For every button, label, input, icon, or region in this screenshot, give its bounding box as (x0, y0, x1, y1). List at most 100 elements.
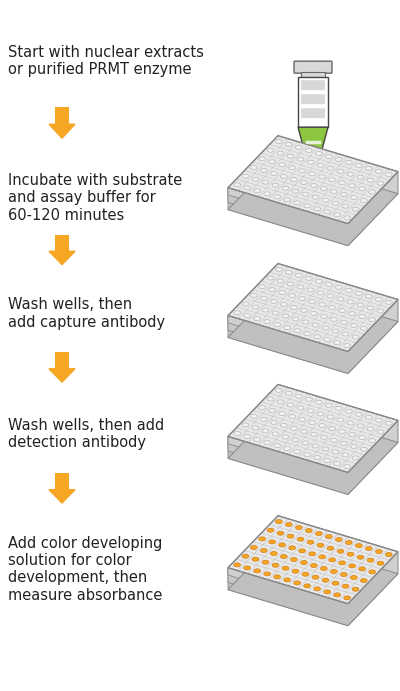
Polygon shape (49, 124, 75, 138)
Ellipse shape (262, 429, 269, 433)
Ellipse shape (347, 172, 354, 176)
Ellipse shape (334, 213, 340, 217)
Ellipse shape (329, 558, 336, 562)
Ellipse shape (290, 558, 297, 562)
Ellipse shape (309, 300, 316, 303)
Ellipse shape (287, 282, 294, 286)
Ellipse shape (386, 301, 392, 304)
Ellipse shape (376, 169, 382, 173)
Ellipse shape (359, 187, 366, 191)
Ellipse shape (344, 216, 350, 220)
Ellipse shape (367, 427, 374, 431)
Polygon shape (228, 384, 398, 473)
Ellipse shape (310, 312, 317, 315)
Ellipse shape (267, 397, 274, 401)
Polygon shape (228, 135, 398, 224)
Polygon shape (228, 188, 348, 231)
Ellipse shape (342, 204, 349, 208)
Ellipse shape (346, 288, 352, 292)
Text: Start with nuclear extracts
or purified PRMT enzyme: Start with nuclear extracts or purified … (8, 45, 204, 77)
Ellipse shape (262, 560, 269, 565)
Ellipse shape (350, 444, 357, 448)
Ellipse shape (262, 308, 269, 312)
Ellipse shape (352, 207, 359, 211)
Ellipse shape (307, 288, 314, 292)
Ellipse shape (282, 186, 289, 190)
Polygon shape (228, 285, 398, 374)
Ellipse shape (304, 453, 310, 457)
Ellipse shape (296, 526, 302, 529)
Ellipse shape (244, 435, 250, 439)
Ellipse shape (327, 546, 334, 550)
Ellipse shape (294, 450, 300, 453)
Ellipse shape (344, 464, 350, 468)
Ellipse shape (376, 549, 382, 553)
Ellipse shape (320, 435, 327, 439)
Ellipse shape (386, 422, 392, 425)
Ellipse shape (316, 400, 322, 404)
Ellipse shape (346, 160, 352, 164)
Ellipse shape (270, 299, 277, 303)
Ellipse shape (286, 270, 292, 274)
Ellipse shape (369, 318, 376, 322)
Ellipse shape (314, 207, 320, 211)
Ellipse shape (322, 578, 329, 583)
Ellipse shape (352, 456, 359, 460)
Ellipse shape (272, 311, 279, 315)
Ellipse shape (259, 406, 266, 410)
Ellipse shape (357, 303, 364, 307)
Ellipse shape (320, 567, 327, 571)
Ellipse shape (306, 149, 312, 153)
Ellipse shape (339, 561, 346, 565)
Ellipse shape (299, 549, 306, 553)
Ellipse shape (330, 438, 337, 442)
Ellipse shape (337, 297, 344, 301)
Ellipse shape (346, 409, 352, 413)
Ellipse shape (284, 578, 290, 582)
Text: Wash wells, then add
detection antibody: Wash wells, then add detection antibody (8, 418, 164, 451)
Ellipse shape (267, 276, 274, 280)
Ellipse shape (277, 151, 284, 155)
Ellipse shape (360, 578, 367, 583)
Ellipse shape (300, 180, 307, 184)
Ellipse shape (304, 204, 310, 208)
Ellipse shape (347, 421, 354, 425)
Bar (55, 352, 69, 369)
Ellipse shape (322, 198, 329, 202)
Ellipse shape (346, 540, 352, 545)
Bar (55, 107, 69, 124)
Polygon shape (348, 299, 398, 374)
Ellipse shape (369, 570, 376, 574)
Ellipse shape (302, 441, 309, 445)
Ellipse shape (334, 593, 340, 597)
Ellipse shape (337, 418, 344, 422)
Ellipse shape (302, 572, 309, 576)
Ellipse shape (284, 325, 290, 330)
Ellipse shape (274, 323, 280, 327)
Ellipse shape (254, 569, 260, 573)
Ellipse shape (234, 563, 240, 567)
Polygon shape (228, 188, 348, 238)
Ellipse shape (324, 210, 330, 214)
Ellipse shape (359, 567, 366, 571)
Ellipse shape (326, 155, 332, 158)
Ellipse shape (332, 201, 339, 205)
Polygon shape (348, 551, 398, 626)
Ellipse shape (324, 590, 330, 594)
Ellipse shape (250, 545, 257, 549)
Ellipse shape (329, 178, 336, 182)
Ellipse shape (369, 190, 376, 194)
Ellipse shape (367, 558, 374, 562)
Ellipse shape (357, 175, 364, 179)
Ellipse shape (312, 444, 319, 448)
Ellipse shape (287, 154, 294, 158)
Ellipse shape (312, 575, 319, 579)
Ellipse shape (297, 157, 304, 161)
Ellipse shape (306, 276, 312, 281)
Ellipse shape (314, 334, 320, 339)
Ellipse shape (242, 423, 249, 427)
Ellipse shape (307, 409, 314, 413)
Ellipse shape (366, 294, 372, 299)
Ellipse shape (270, 420, 277, 424)
Ellipse shape (292, 438, 299, 442)
